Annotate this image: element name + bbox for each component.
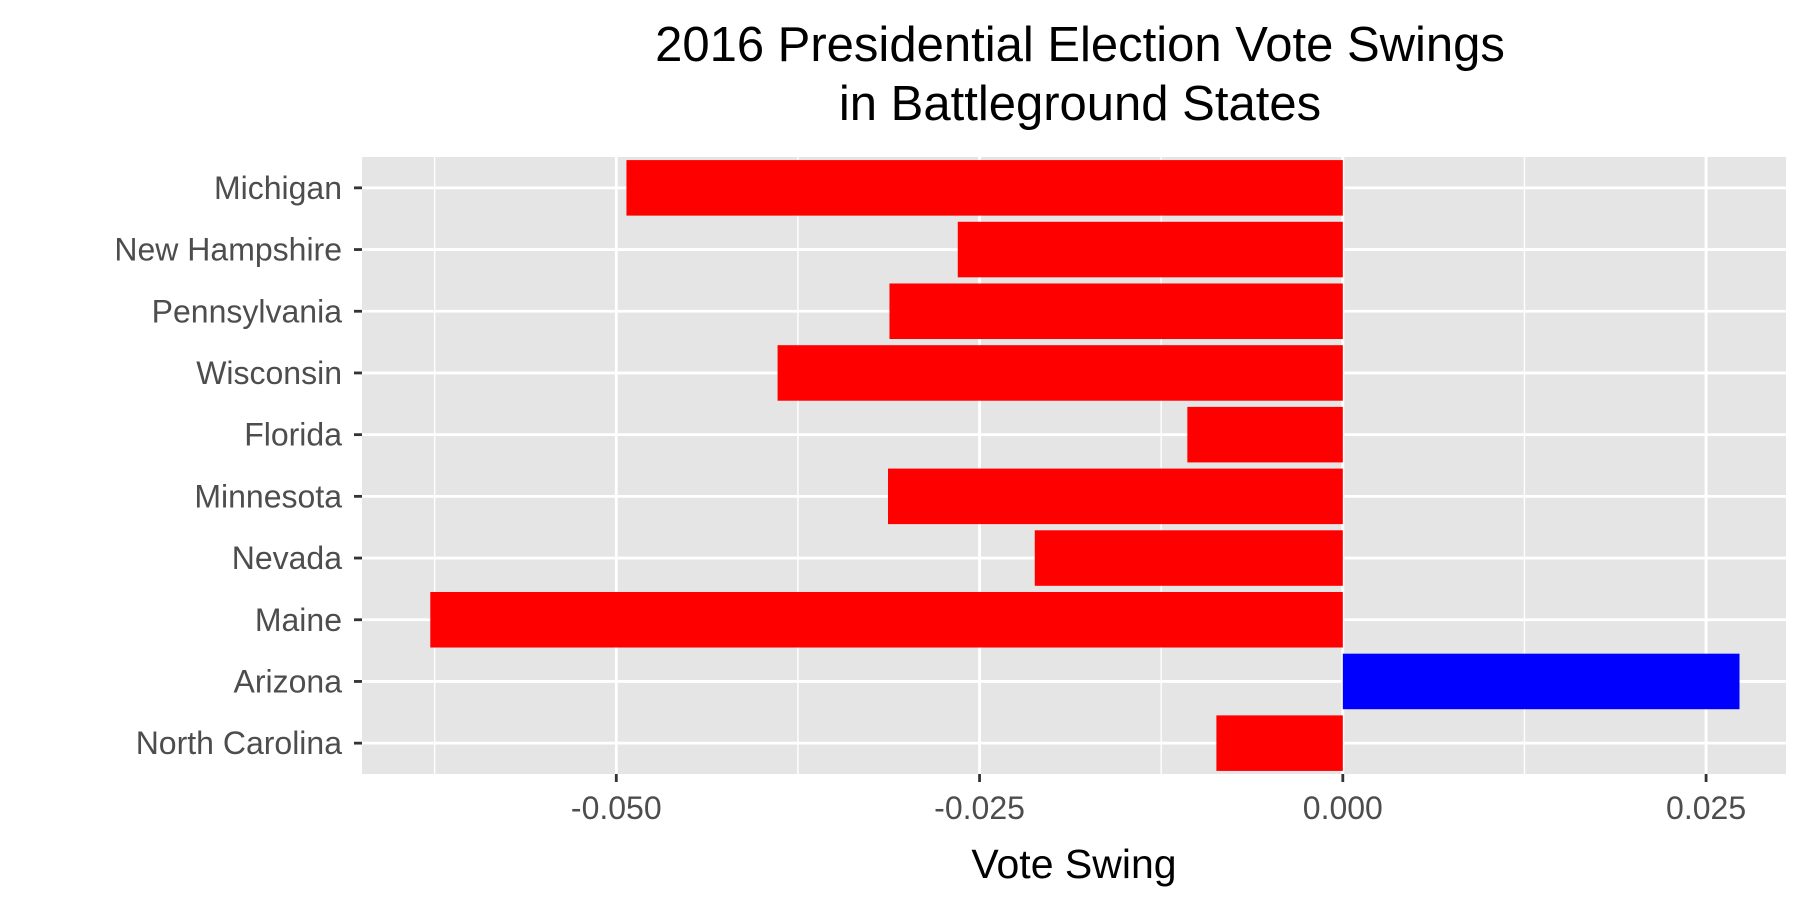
y-tick-label: Maine (255, 602, 342, 638)
bar-north-carolina (1216, 715, 1343, 771)
bar-maine (430, 591, 1343, 648)
bar-wisconsin (777, 345, 1343, 401)
y-tick-label: North Carolina (136, 725, 343, 761)
bars-layer (430, 160, 1740, 771)
y-tick-label: Minnesota (194, 478, 342, 514)
bar-arizona (1342, 653, 1740, 710)
y-axis: Michigan New Hampshire Pennsylvania Wiscons… (114, 170, 362, 761)
x-tick-label: -0.050 (571, 790, 662, 826)
x-axis: -0.050 -0.025 0.000 0.025 (571, 774, 1746, 826)
x-axis-title: Vote Swing (971, 841, 1176, 887)
bar-pennsylvania (889, 283, 1343, 340)
y-tick-label: Michigan (214, 170, 342, 206)
y-tick-label: Wisconsin (196, 355, 342, 391)
chart-title-line-2: in Battleground States (839, 77, 1321, 131)
y-tick-label: Florida (244, 417, 342, 453)
y-tick-label: Pennsylvania (152, 293, 343, 329)
bar-nevada (1034, 530, 1343, 586)
y-tick-label: Arizona (234, 663, 343, 699)
bar-new-hampshire (957, 221, 1343, 278)
y-tick-label: New Hampshire (114, 232, 342, 268)
bar-michigan (626, 160, 1343, 216)
y-tick-label: Nevada (232, 540, 343, 576)
bar-florida (1187, 406, 1343, 463)
x-tick-label: 0.025 (1666, 790, 1746, 826)
x-tick-label: -0.025 (934, 790, 1025, 826)
x-tick-label: 0.000 (1303, 790, 1383, 826)
chart-title-line-1: 2016 Presidential Election Vote Swings (655, 18, 1505, 72)
bar-minnesota (888, 468, 1343, 525)
